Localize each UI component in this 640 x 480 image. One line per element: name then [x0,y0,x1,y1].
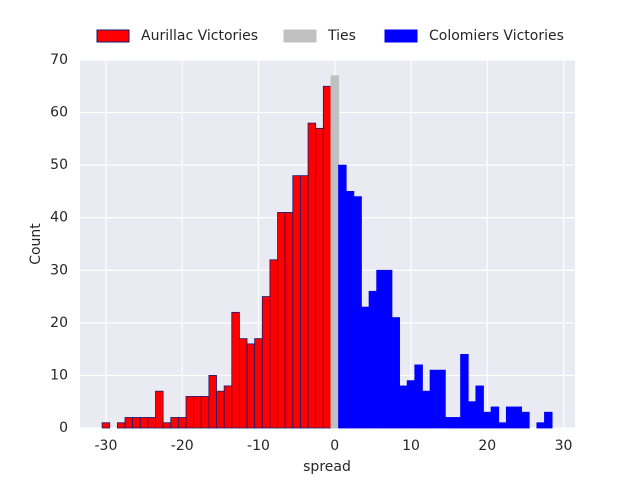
bar [338,164,347,429]
bar [208,375,217,429]
y-tick-label: 0 [59,420,68,436]
y-tick-label: 50 [50,157,68,173]
bar [536,422,545,429]
x-tick-label: 30 [555,438,573,454]
bar [322,85,332,429]
bar [437,369,446,429]
bar [246,343,256,429]
x-tick-label: -30 [94,438,117,454]
bar [422,390,431,429]
bar [216,390,225,429]
legend-label: Colomiers Victories [429,28,564,44]
y-tick-label: 30 [50,262,68,278]
bar [162,422,172,429]
bar [368,290,378,429]
bar [223,385,233,429]
bar [444,417,454,429]
x-tick-label: -20 [171,438,194,454]
bar [254,338,263,429]
bar [300,175,309,429]
bar [399,385,408,429]
legend-label: Aurillac Victories [141,28,258,44]
bar [132,417,141,429]
bar [277,212,286,429]
bar [170,417,179,429]
x-tick-label: 10 [402,438,420,454]
bar [139,417,149,429]
y-tick-label: 40 [50,210,68,226]
bar [185,396,195,429]
y-tick-label: 10 [50,367,68,383]
bar [330,75,339,429]
bar [544,411,553,429]
bar [239,338,248,429]
legend-swatch [283,29,317,43]
bar [429,369,439,429]
bar [361,306,370,429]
bar [460,353,469,429]
bar [269,259,278,429]
bar [284,212,294,429]
bar [483,411,492,429]
bar [353,196,362,429]
bar [292,175,301,429]
bar [193,396,202,429]
bar [200,396,210,429]
bar [383,269,393,429]
bar [101,422,111,429]
bar [261,296,271,429]
bar [307,122,317,429]
y-tick-label: 20 [50,315,68,331]
bar [315,127,324,429]
legend-swatch [96,29,130,43]
y-tick-label: 70 [50,52,68,68]
legend-label: Ties [327,28,356,44]
bar [124,417,134,429]
bar [513,406,523,429]
bar [505,406,515,429]
bar [147,417,156,429]
x-tick-label: 0 [330,438,339,454]
bar [498,422,507,429]
legend-swatch [384,29,418,43]
bar [231,311,240,429]
y-axis-label: Count [28,223,44,265]
bar [475,385,484,429]
bar [452,417,461,429]
bar [116,422,126,429]
x-tick-label: 20 [478,438,496,454]
x-axis-label: spread [303,459,351,475]
bar [521,411,530,429]
x-tick-label: -10 [247,438,270,454]
bar [490,406,500,429]
bar [391,317,400,429]
bar [345,191,355,429]
y-tick-label: 60 [50,105,68,121]
bar [177,417,187,429]
bar [414,364,423,429]
bar [155,390,164,429]
bar [376,269,385,429]
bar [406,380,416,429]
bar [467,401,477,429]
